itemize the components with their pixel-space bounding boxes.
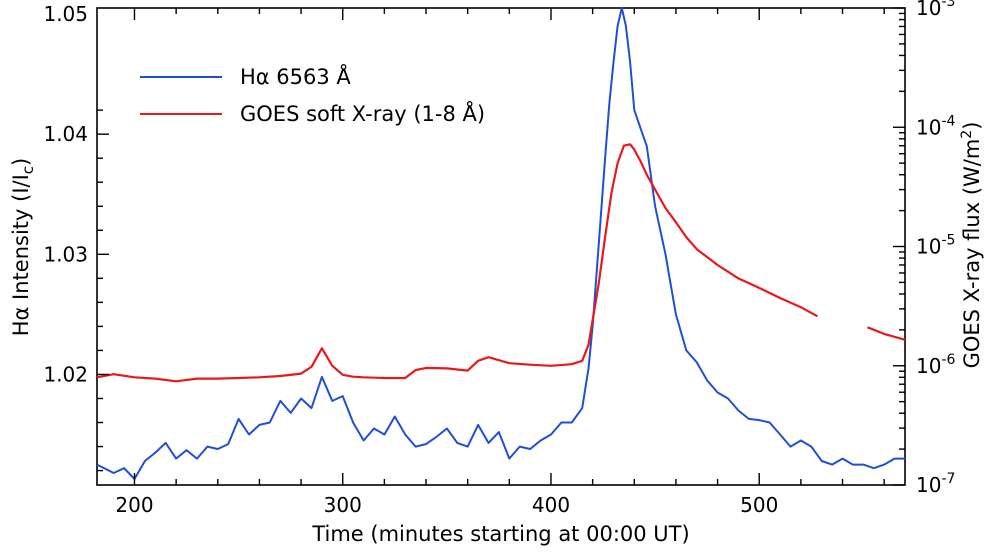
- y-tick-label-left: 1.03: [43, 242, 88, 266]
- y-axis-right-title-superscript: 2: [959, 130, 975, 139]
- x-tick-label: 400: [532, 493, 570, 517]
- y-tick-label-right-base: 10: [916, 473, 941, 497]
- ticks-layer: 200 300 400 5001.021.031.041.0510-710-610-5…: [43, 0, 955, 517]
- y-tick-label-right-exponent: -6: [941, 352, 955, 368]
- y-tick-label-right-exponent: -4: [941, 113, 955, 129]
- y-tick-label-right: 10-4: [916, 113, 956, 139]
- y-tick-label-left: 1.02: [43, 362, 88, 386]
- y-tick-label-right: 10-6: [916, 352, 956, 378]
- y-tick-label-right-base: 10: [916, 235, 941, 259]
- y-axis-right-title: GOES X-ray flux (W/m2): [959, 122, 984, 369]
- y-tick-label-right: 10-3: [916, 0, 955, 20]
- plot-frame: [96, 7, 906, 486]
- y-tick-label-left: 1.05: [43, 2, 88, 26]
- series-line-goes-segment-1: [867, 326, 906, 341]
- y-tick-label-right-exponent: -5: [941, 233, 955, 249]
- y-tick-label-right: 10-5: [916, 233, 955, 259]
- series-line-halpha: [96, 7, 905, 480]
- y-tick-label-right-base: 10: [916, 115, 941, 139]
- y-tick-label-right-exponent: -3: [941, 0, 955, 10]
- y-axis-left-title: Hα Intensity (I/Ic): [9, 158, 37, 337]
- y-tick-label-right-base: 10: [916, 354, 941, 378]
- y-tick-label-right: 10-7: [916, 471, 955, 497]
- series-line-goes-segment-0: [96, 143, 819, 383]
- y-tick-label-right-base: 10: [916, 0, 941, 20]
- x-tick-label: 200: [115, 493, 153, 517]
- legend-label-goes: GOES soft X-ray (1-8 Å): [240, 100, 485, 126]
- x-tick-label: 300: [324, 493, 362, 517]
- y-tick-label-right-exponent: -7: [941, 471, 955, 487]
- series-layer: [96, 7, 906, 480]
- y-axis-left-title-subscript: c: [19, 166, 37, 174]
- x-axis-title: Time (minutes starting at 00:00 UT): [311, 522, 689, 546]
- x-tick-label: 500: [740, 493, 778, 517]
- legend-label-halpha: Hα 6563 Å: [240, 63, 351, 89]
- legend: Hα 6563 Å GOES soft X-ray (1-8 Å): [140, 63, 485, 126]
- y-tick-label-left: 1.04: [43, 122, 88, 146]
